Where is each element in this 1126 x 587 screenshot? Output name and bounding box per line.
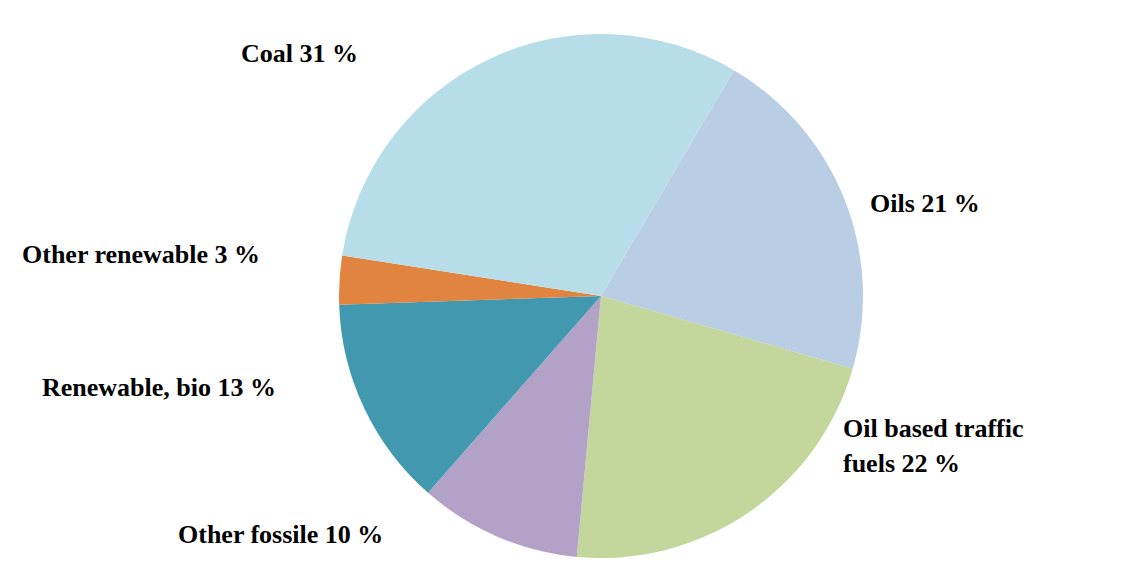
slices <box>339 34 863 558</box>
label-value: 10 % <box>318 520 383 549</box>
slice-label: Other renewable 3 % <box>22 240 260 269</box>
label-category: Renewable, bio <box>42 373 211 402</box>
chart: Oils 21 % Oil based traffic fuels 22 % Othe… <box>0 0 1126 587</box>
slice-label: Oil based traffic fuels 22 % <box>843 414 1024 478</box>
label-category: Other fossile <box>178 520 318 549</box>
label-value: 13 % <box>211 373 276 402</box>
labels: Oils 21 % Oil based traffic fuels 22 % Othe… <box>22 39 1024 549</box>
pie-slice <box>577 296 853 558</box>
slice-label: Renewable, bio 13 % <box>42 373 276 402</box>
label-value: 3 % <box>208 240 260 269</box>
label-category: Oil based traffic <box>843 414 1024 443</box>
label-value: 22 % <box>895 449 960 478</box>
slice-label: Coal 31 % <box>241 39 358 68</box>
slice-label: Oils 21 % <box>870 189 980 218</box>
label-category: fuels <box>843 449 895 478</box>
slice-label: Other fossile 10 % <box>178 520 383 549</box>
label-value: 31 % <box>293 39 358 68</box>
label-category: Coal <box>241 39 293 68</box>
pie-slice <box>342 34 734 296</box>
pie-slice <box>339 296 601 493</box>
label-category: Oils <box>870 189 915 218</box>
label-category: Other renewable <box>22 240 208 269</box>
label-value: 21 % <box>915 189 980 218</box>
